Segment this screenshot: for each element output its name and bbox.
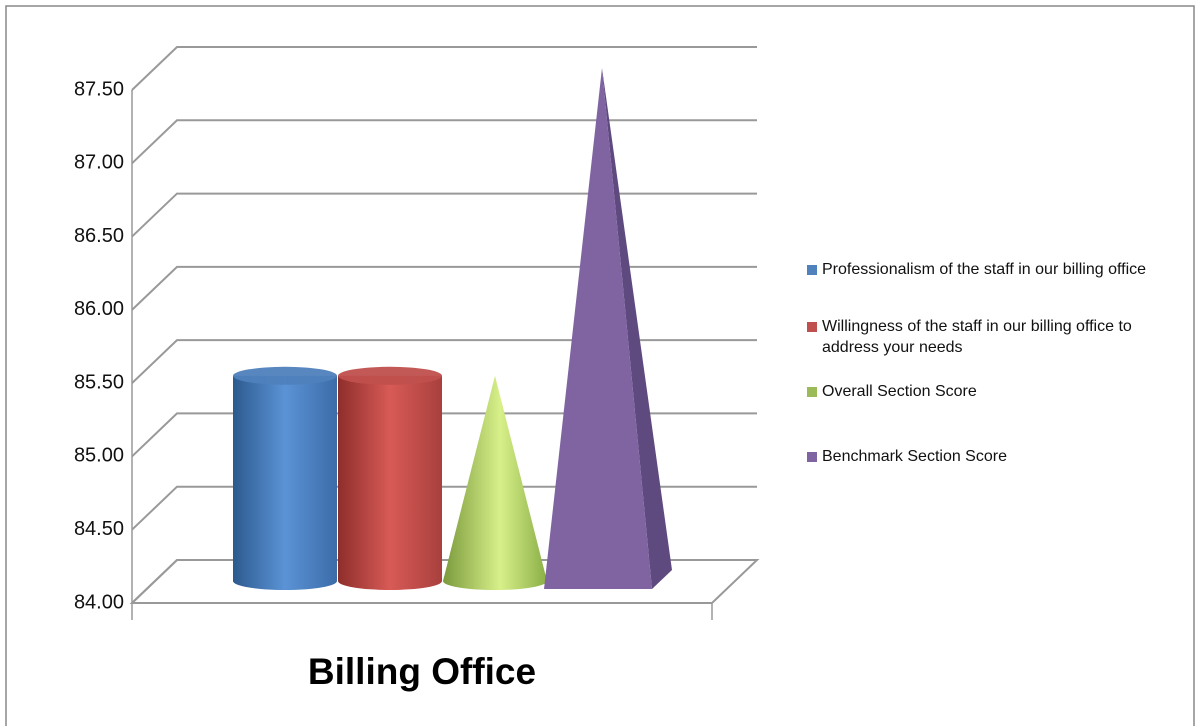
grid-line (131, 412, 757, 458)
grid-line (131, 46, 757, 91)
bar-top (233, 366, 337, 385)
grid-line (131, 192, 757, 238)
legend-entry: Benchmark Section Score (807, 446, 1157, 467)
grid-line (131, 265, 757, 311)
legend-label: Professionalism of the staff in our bill… (822, 261, 1147, 278)
chart-title: Billing Office (308, 651, 536, 692)
legend-entry: Willingness of the staff in our billing … (807, 316, 1157, 358)
bar-side (602, 68, 672, 589)
y-tick-label: 86.00 (74, 298, 124, 320)
bar (338, 375, 442, 590)
bar (443, 375, 547, 590)
y-tick-label: 86.50 (74, 225, 124, 247)
legend-swatch (807, 322, 817, 332)
legend-swatch (807, 387, 817, 397)
legend-entry: Overall Section Score (807, 381, 1157, 402)
legend-swatch (807, 265, 817, 275)
y-tick-label: 84.50 (74, 518, 124, 540)
y-tick-label: 84.00 (74, 591, 124, 613)
legend-label: Benchmark Section Score (822, 448, 1007, 465)
bar (233, 375, 337, 590)
grid-line (131, 339, 757, 384)
bar (544, 68, 652, 589)
bar-top (338, 366, 442, 385)
y-tick-label: 85.00 (74, 445, 124, 467)
legend-entry: Professionalism of the staff in our bill… (807, 259, 1157, 280)
legend-swatch (807, 452, 817, 462)
grid-line (131, 119, 757, 165)
y-tick-label: 85.50 (74, 371, 124, 393)
y-tick-label: 87.00 (74, 152, 124, 174)
legend-label: Overall Section Score (822, 383, 977, 400)
legend-label: Willingness of the staff in our billing … (822, 318, 1132, 356)
y-tick-label: 87.50 (74, 78, 124, 100)
chart-border (5, 5, 1195, 726)
